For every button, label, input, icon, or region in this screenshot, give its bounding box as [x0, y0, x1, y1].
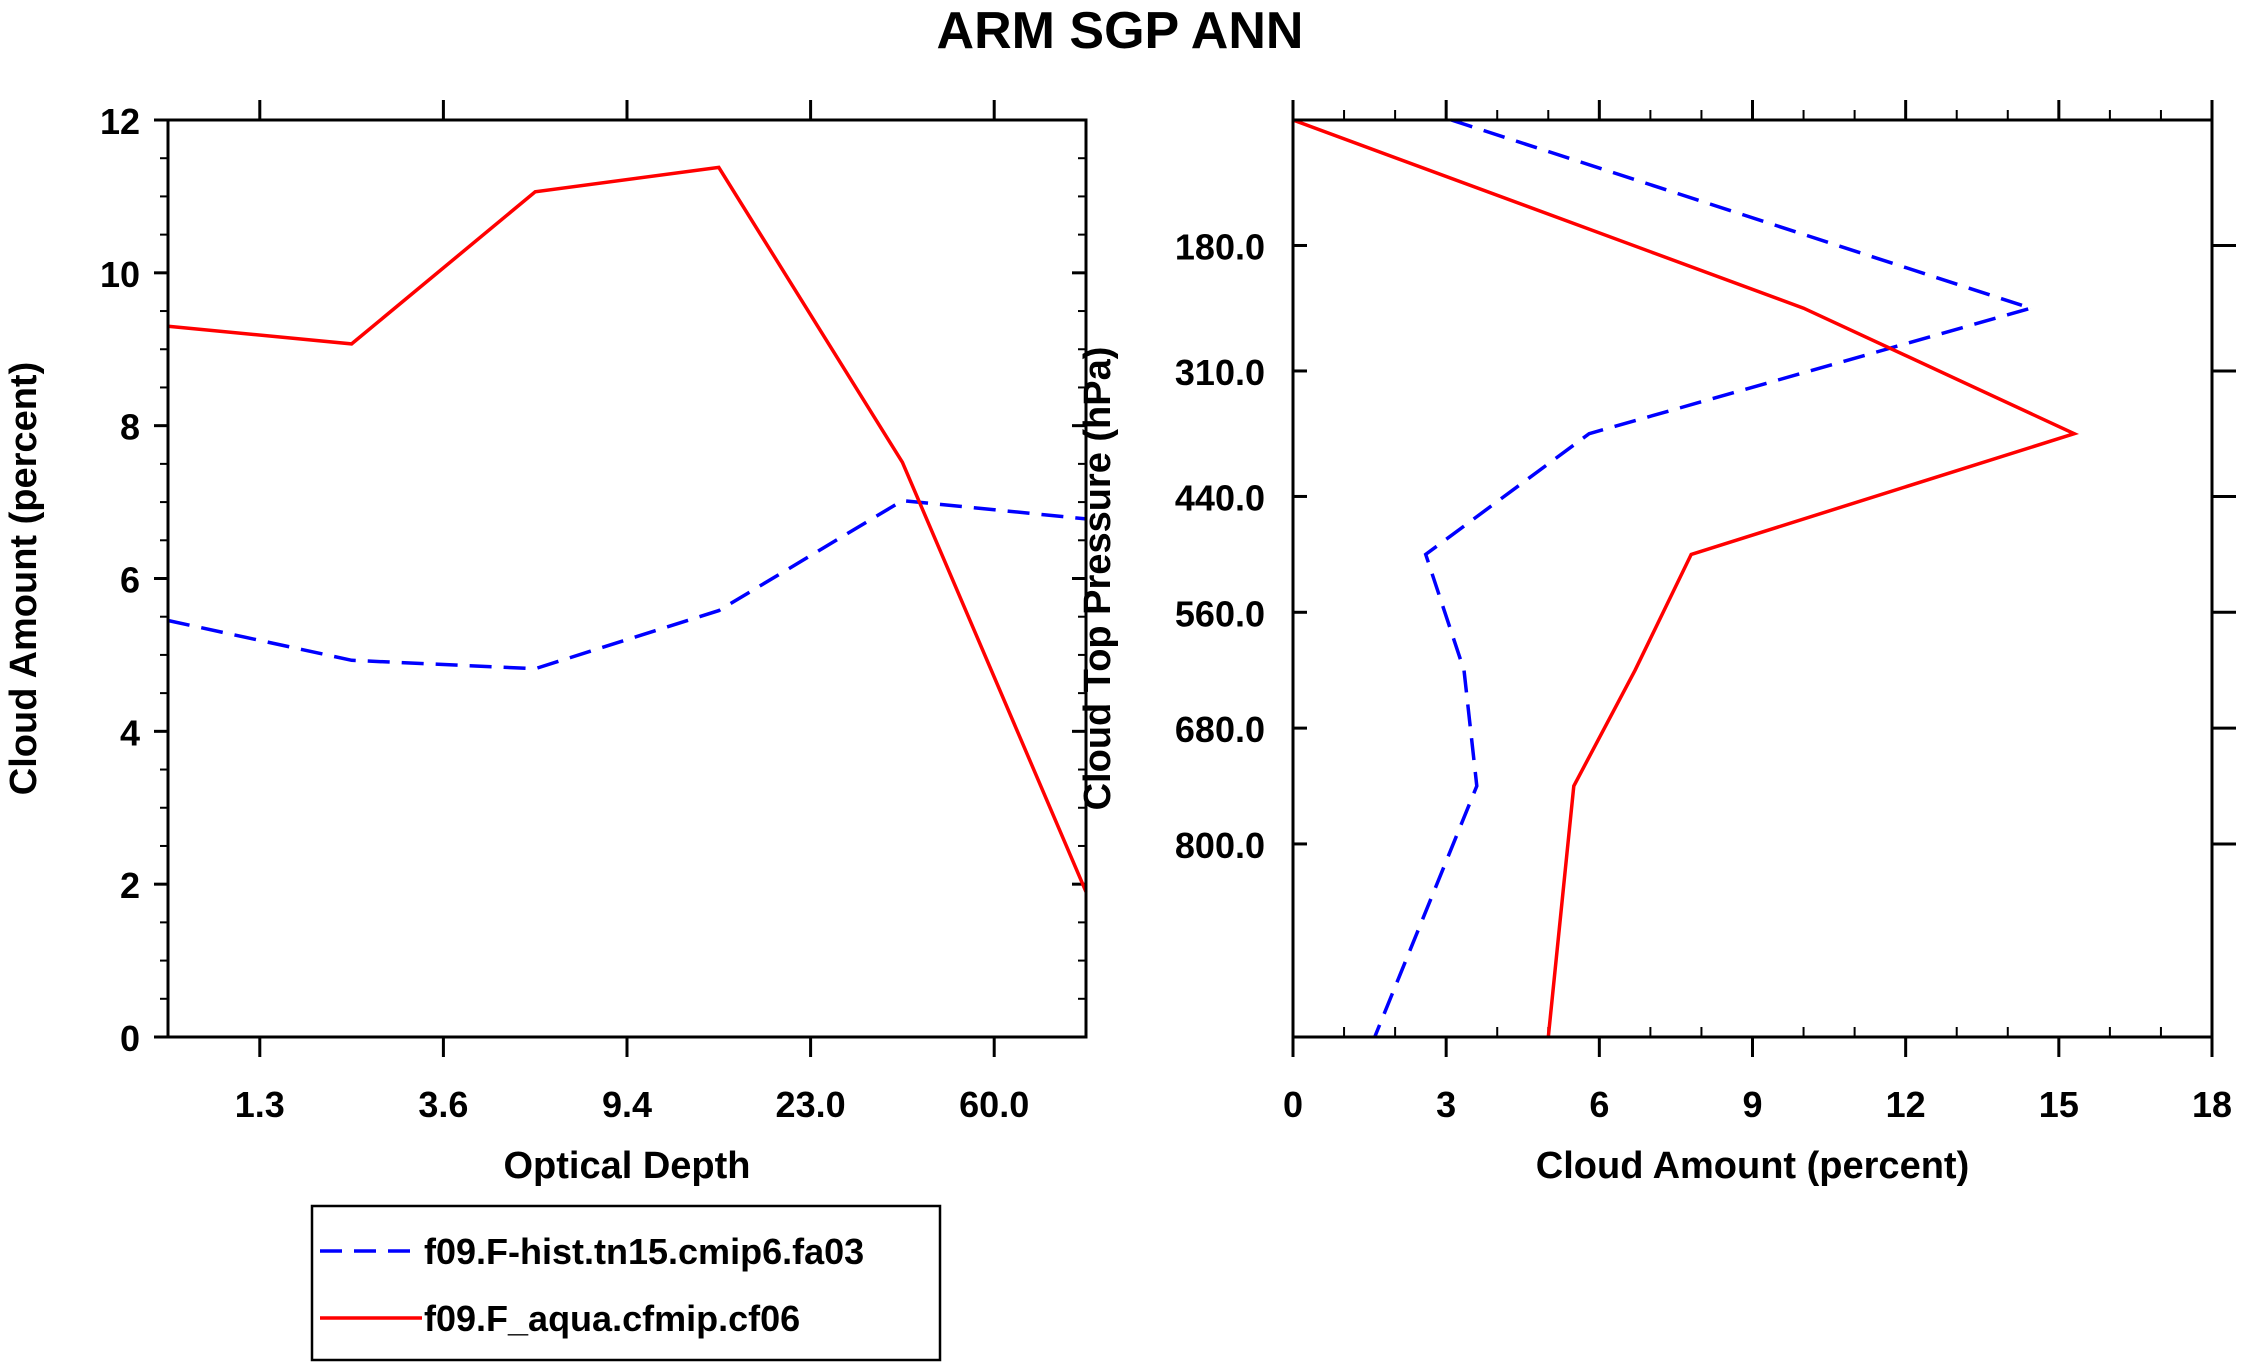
- right-plot: 0 3 6 9 12 15 18 180.0 310.0 440.0 560.0 680.0 800.0…: [1077, 100, 2236, 1187]
- x-tick-label: 1.3: [235, 1084, 285, 1125]
- y-tick-label: 10: [100, 254, 140, 295]
- x-tick-label: 0: [1283, 1084, 1303, 1125]
- series-line-cmip6-fa03: [1375, 120, 2031, 1037]
- legend-label: f09.F-hist.tn15.cmip6.fa03: [424, 1231, 864, 1272]
- x-axis-label: Optical Depth: [503, 1145, 750, 1187]
- x-tick-label: 12: [1886, 1084, 1926, 1125]
- y-tick-label: 0: [120, 1018, 140, 1059]
- figure-title: ARM SGP ANN: [937, 2, 1304, 60]
- x-tick-label: 60.0: [959, 1084, 1029, 1125]
- x-tick-label: 18: [2192, 1084, 2232, 1125]
- y-tick-label: 560.0: [1175, 593, 1265, 634]
- x-tick-label: 6: [1589, 1084, 1609, 1125]
- legend: f09.F-hist.tn15.cmip6.fa03 f09.F_aqua.cfm…: [312, 1206, 940, 1360]
- series-line-cfmip-cf06: [1293, 120, 2074, 1037]
- x-tick-label: 9.4: [602, 1084, 652, 1125]
- y-tick-label: 8: [120, 407, 140, 448]
- y-tick-label: 12: [100, 101, 140, 142]
- y-tick-label: 310.0: [1175, 352, 1265, 393]
- x-tick-label: 3.6: [418, 1084, 468, 1125]
- y-tick-label: 180.0: [1175, 226, 1265, 267]
- y-tick-label: 6: [120, 560, 140, 601]
- x-tick-label: 9: [1742, 1084, 1762, 1125]
- x-tick-label: 15: [2039, 1084, 2079, 1125]
- y-tick-label: 2: [120, 865, 140, 906]
- legend-label: f09.F_aqua.cfmip.cf06: [424, 1298, 800, 1339]
- x-tick-label: 23.0: [776, 1084, 846, 1125]
- plot-frame: [168, 120, 1086, 1037]
- series-line-cfmip-cf06: [168, 167, 1086, 891]
- y-tick-label: 440.0: [1175, 477, 1265, 518]
- y-axis-label: Cloud Top Pressure (hPa): [1077, 347, 1119, 811]
- x-axis-label: Cloud Amount (percent): [1536, 1145, 1969, 1187]
- left-plot: 0 2 4 6 8 10 12 1.3 3.6 9.4 23.0 60.0 Optical Depth C…: [3, 100, 1086, 1187]
- x-tick-label: 3: [1436, 1084, 1456, 1125]
- y-tick-label: 680.0: [1175, 709, 1265, 750]
- series-line-cmip6-fa03: [168, 501, 1086, 669]
- y-tick-label: 4: [120, 712, 140, 753]
- y-axis-label: Cloud Amount (percent): [3, 362, 45, 795]
- y-tick-label: 800.0: [1175, 825, 1265, 866]
